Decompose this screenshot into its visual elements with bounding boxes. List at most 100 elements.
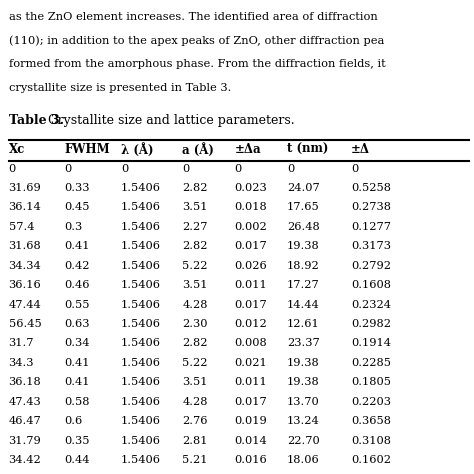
Text: 0.023: 0.023 [235,183,267,193]
Text: Xc: Xc [9,143,25,155]
Text: 47.44: 47.44 [9,300,41,310]
Text: 17.65: 17.65 [287,202,319,212]
Text: 0.019: 0.019 [235,416,267,426]
Text: 1.5406: 1.5406 [121,455,161,465]
Text: 5.21: 5.21 [182,455,208,465]
Text: 46.47: 46.47 [9,416,41,426]
Text: 0.014: 0.014 [235,436,267,446]
Text: 0.46: 0.46 [64,280,90,290]
Text: 0.011: 0.011 [235,377,267,387]
Text: 0.41: 0.41 [64,241,90,251]
Text: 1.5406: 1.5406 [121,241,161,251]
Text: 0.008: 0.008 [235,338,267,348]
Text: 0.44: 0.44 [64,455,90,465]
Text: 0: 0 [64,164,71,173]
Text: 0.021: 0.021 [235,358,267,368]
Text: 0.016: 0.016 [235,455,267,465]
Text: 0.55: 0.55 [64,300,90,310]
Text: 0.42: 0.42 [64,261,90,271]
Text: ±Δa: ±Δa [235,143,261,155]
Text: 0.017: 0.017 [235,397,267,407]
Text: 0.017: 0.017 [235,300,267,310]
Text: 0.34: 0.34 [64,338,90,348]
Text: 12.61: 12.61 [287,319,319,329]
Text: 0.33: 0.33 [64,183,90,193]
Text: 0.2285: 0.2285 [351,358,391,368]
Text: 23.37: 23.37 [287,338,319,348]
Text: 2.81: 2.81 [182,436,208,446]
Text: 19.38: 19.38 [287,377,319,387]
Text: 13.70: 13.70 [287,397,319,407]
Text: 36.18: 36.18 [9,377,41,387]
Text: 0.35: 0.35 [64,436,90,446]
Text: 0: 0 [235,164,242,173]
Text: 26.48: 26.48 [287,222,319,232]
Text: Crystallite size and lattice parameters.: Crystallite size and lattice parameters. [44,114,295,127]
Text: 2.76: 2.76 [182,416,208,426]
Text: 31.69: 31.69 [9,183,41,193]
Text: 4.28: 4.28 [182,397,208,407]
Text: 0.1277: 0.1277 [351,222,391,232]
Text: 0.026: 0.026 [235,261,267,271]
Text: 1.5406: 1.5406 [121,183,161,193]
Text: 0.2738: 0.2738 [351,202,391,212]
Text: 0: 0 [351,164,358,173]
Text: 0.58: 0.58 [64,397,90,407]
Text: 5.22: 5.22 [182,261,208,271]
Text: as the ZnO element increases. The identified area of diffraction: as the ZnO element increases. The identi… [9,12,377,22]
Text: 0.41: 0.41 [64,358,90,368]
Text: 0.41: 0.41 [64,377,90,387]
Text: ±Δ: ±Δ [351,143,370,155]
Text: 31.79: 31.79 [9,436,41,446]
Text: 19.38: 19.38 [287,358,319,368]
Text: 22.70: 22.70 [287,436,319,446]
Text: 34.42: 34.42 [9,455,41,465]
Text: 3.51: 3.51 [182,280,208,290]
Text: 2.82: 2.82 [182,338,208,348]
Text: 1.5406: 1.5406 [121,280,161,290]
Text: 1.5406: 1.5406 [121,416,161,426]
Text: 0.5258: 0.5258 [351,183,391,193]
Text: formed from the amorphous phase. From the diffraction fields, it: formed from the amorphous phase. From th… [9,59,385,69]
Text: 0.63: 0.63 [64,319,90,329]
Text: (110); in addition to the apex peaks of ZnO, other diffraction pea: (110); in addition to the apex peaks of … [9,36,384,46]
Text: 0.2324: 0.2324 [351,300,391,310]
Text: 4.28: 4.28 [182,300,208,310]
Text: 0.2203: 0.2203 [351,397,391,407]
Text: crystallite size is presented in Table 3.: crystallite size is presented in Table 3… [9,83,231,93]
Text: 1.5406: 1.5406 [121,397,161,407]
Text: 57.4: 57.4 [9,222,34,232]
Text: 24.07: 24.07 [287,183,319,193]
Text: 0.3108: 0.3108 [351,436,391,446]
Text: 1.5406: 1.5406 [121,436,161,446]
Text: 0.017: 0.017 [235,241,267,251]
Text: 3.51: 3.51 [182,377,208,387]
Text: 0.018: 0.018 [235,202,267,212]
Text: 0.1608: 0.1608 [351,280,391,290]
Text: Table 3.: Table 3. [9,114,64,127]
Text: 1.5406: 1.5406 [121,377,161,387]
Text: 34.3: 34.3 [9,358,34,368]
Text: 0: 0 [121,164,128,173]
Text: 17.27: 17.27 [287,280,319,290]
Text: 5.22: 5.22 [182,358,208,368]
Text: 1.5406: 1.5406 [121,319,161,329]
Text: 36.16: 36.16 [9,280,41,290]
Text: 2.30: 2.30 [182,319,208,329]
Text: 0.45: 0.45 [64,202,90,212]
Text: 14.44: 14.44 [287,300,319,310]
Text: 2.82: 2.82 [182,241,208,251]
Text: 1.5406: 1.5406 [121,358,161,368]
Text: 0: 0 [182,164,190,173]
Text: 1.5406: 1.5406 [121,202,161,212]
Text: 0.012: 0.012 [235,319,267,329]
Text: 0.011: 0.011 [235,280,267,290]
Text: 1.5406: 1.5406 [121,222,161,232]
Text: 0: 0 [9,164,16,173]
Text: 0.2982: 0.2982 [351,319,391,329]
Text: 31.7: 31.7 [9,338,34,348]
Text: 56.45: 56.45 [9,319,41,329]
Text: λ (Å): λ (Å) [121,143,154,156]
Text: 2.82: 2.82 [182,183,208,193]
Text: FWHM: FWHM [64,143,109,155]
